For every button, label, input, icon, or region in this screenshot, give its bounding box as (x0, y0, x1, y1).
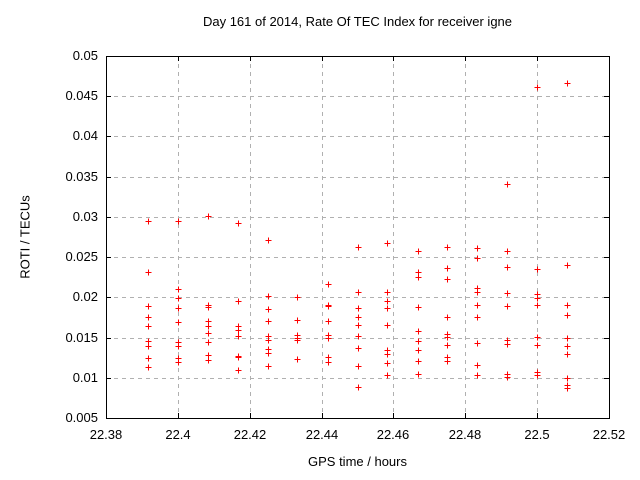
y-tick-label: 0.005 (65, 410, 98, 425)
y-tick-label: 0.01 (72, 370, 98, 385)
x-tick-label: 22.48 (448, 427, 482, 442)
y-tick-label: 0.045 (65, 88, 98, 103)
y-axis-label: ROTI / TECUs (17, 195, 33, 279)
y-tick-label: 0.02 (72, 289, 98, 304)
y-tick-label: 0.025 (65, 249, 98, 264)
y-tick-label: 0.035 (65, 169, 98, 184)
x-tick-label: 22.4 (165, 427, 191, 442)
x-tick-label: 22.44 (305, 427, 339, 442)
x-tick-label: 22.42 (233, 427, 267, 442)
x-tick-label: 22.52 (592, 427, 626, 442)
y-tick-label: 0.04 (72, 128, 98, 143)
x-tick-label: 22.38 (89, 427, 123, 442)
y-tick-label: 0.015 (65, 330, 98, 345)
chart-title: Day 161 of 2014, Rate Of TEC Index for r… (202, 14, 513, 29)
y-tick-label: 0.05 (72, 48, 98, 63)
y-tick-label: 0.03 (72, 209, 98, 224)
plot-border (106, 56, 610, 419)
x-axis-label: GPS time / hours (308, 454, 407, 469)
x-tick-label: 22.5 (524, 427, 550, 442)
x-tick-label: 22.46 (376, 427, 410, 442)
